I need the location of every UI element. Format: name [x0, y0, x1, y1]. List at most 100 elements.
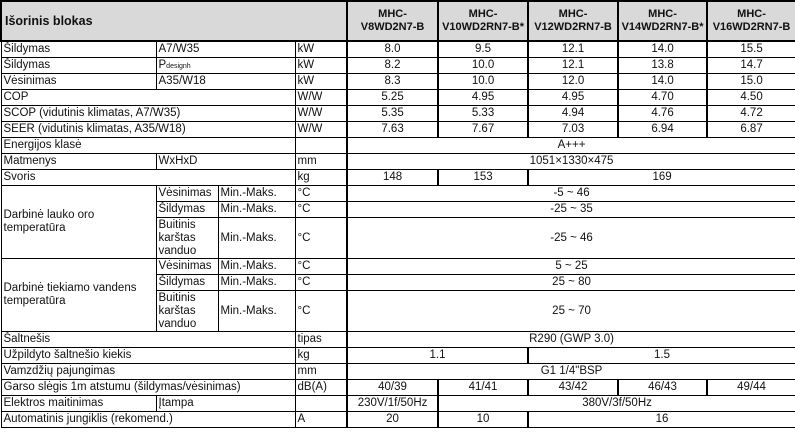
- cell-value: 14.0: [617, 40, 709, 58]
- row-label: Automatinis jungiklis (rekomend.): [0, 411, 296, 428]
- model-header: MHC- V14WD2RN7-B*: [617, 0, 709, 42]
- cell-value: 16: [527, 411, 795, 428]
- model-header: MHC- V12WD2RN7-B: [527, 0, 620, 42]
- cell-value: 5 ~ 25: [346, 258, 795, 275]
- sub-range: Min.-Maks.: [217, 274, 296, 291]
- sub-range: Min.-Maks.: [217, 258, 296, 275]
- cell-value: 10.0: [437, 57, 530, 74]
- table-row: Garso slėgis 1m atstumu (šildymas/vėsini…: [0, 379, 795, 396]
- cell-value: 4.70: [617, 89, 709, 106]
- cell-value: 10: [437, 411, 530, 428]
- row-unit: [294, 137, 348, 154]
- table-row: Užpildyto šaltnešio kiekis kg 1.1 1.5: [0, 347, 795, 364]
- sub-range: Min.-Maks.: [217, 201, 296, 218]
- row-label: Garso slėgis 1m atstumu (šildymas/vėsini…: [0, 379, 296, 396]
- cell-value: 1.5: [527, 347, 795, 364]
- cell-value: 49/44: [706, 379, 795, 396]
- table-row: Matmenys WxHxD mm 1051×1330×475: [0, 153, 795, 170]
- row-unit: °C: [294, 258, 348, 275]
- cell-value: 43/42: [527, 379, 620, 396]
- cell-value: 8.0: [346, 40, 440, 58]
- cell-value: 153: [437, 169, 530, 186]
- row-unit: A: [294, 411, 348, 428]
- row-label: Šaltnešis: [0, 331, 296, 348]
- cell-value: 41/41: [437, 379, 530, 396]
- model-header: MHC- V8WD2N7-B: [346, 0, 440, 42]
- cell-value: 4.95: [527, 89, 620, 106]
- cell-value: 12.1: [527, 57, 620, 74]
- row-unit: kg: [294, 347, 348, 364]
- cell-value: -5 ~ 46: [346, 185, 795, 202]
- spec-table: Išorinis blokas MHC- V8WD2N7-B MHC- V10W…: [0, 0, 795, 428]
- row-unit: kW: [294, 40, 348, 58]
- cell-value: 230V/1f/50Hz: [346, 395, 440, 412]
- cell-value: 1.1: [346, 347, 530, 364]
- cell-value: 148: [346, 169, 440, 186]
- sub-mode: Vėsinimas: [155, 258, 219, 275]
- table-row: Automatinis jungiklis (rekomend.) A 20 1…: [0, 411, 795, 428]
- table-row: Energijos klasė A+++: [0, 137, 795, 154]
- cell-value: 8.2: [346, 57, 440, 74]
- cell-value: 7.63: [346, 121, 440, 138]
- row-condition: Įtampa: [155, 395, 296, 412]
- row-unit: kW: [294, 73, 348, 90]
- table-row: SCOP (vidutinis klimatas, A7/W35) W/W 5.…: [0, 105, 795, 122]
- cell-value: R290 (GWP 3.0): [346, 331, 795, 348]
- table-row: Svoris kg 148 153 169: [0, 169, 795, 186]
- row-condition: A7/W35: [155, 40, 296, 58]
- row-unit: W/W: [294, 121, 348, 138]
- table-title: Išorinis blokas: [0, 0, 349, 42]
- row-unit: °C: [294, 217, 348, 259]
- row-condition: WxHxD: [155, 153, 296, 170]
- table-row: Šaltnešis tipas R290 (GWP 3.0): [0, 331, 795, 348]
- cell-value: 6.87: [706, 121, 795, 138]
- cell-value: -25 ~ 35: [346, 201, 795, 218]
- cell-value: 9.5: [437, 40, 530, 58]
- row-label: Užpildyto šaltnešio kiekis: [0, 347, 296, 364]
- cell-value: 8.3: [346, 73, 440, 90]
- cell-value: 380V/3f/50Hz: [437, 395, 795, 412]
- table-row: COP W/W 5.25 4.95 4.95 4.70 4.50: [0, 89, 795, 106]
- cell-value: 14.7: [706, 57, 795, 74]
- table-row: Vėsinimas A35/W18 kW 8.3 10.0 12.0 14.0 …: [0, 73, 795, 90]
- row-label: Matmenys: [0, 153, 157, 170]
- table-row: Šildymas Pdesignh kW 8.2 10.0 12.1 13.8 …: [0, 57, 795, 74]
- cell-value: 25 ~ 70: [346, 290, 795, 332]
- row-condition: Pdesignh: [155, 57, 296, 74]
- row-label: Vėsinimas: [0, 73, 157, 90]
- table-row: Elektros maitinimas Įtampa 230V/1f/50Hz …: [0, 395, 795, 412]
- row-label: Darbinė tiekiamo vandens temperatūra: [0, 258, 157, 332]
- table-row: Vamzdžių pajungimas mm G1 1/4"BSP: [0, 363, 795, 380]
- table-row: Buitinis karštas vanduo Min.-Maks. °C -2…: [1, 217, 795, 259]
- row-unit: °C: [294, 290, 348, 332]
- table-row: Šildymas A7/W35 kW 8.0 9.5 12.1 14.0 15.…: [0, 40, 795, 58]
- row-unit: W/W: [294, 105, 348, 122]
- table-row: Buitinis karštas vanduo Min.-Maks. °C 25…: [1, 290, 795, 332]
- sub-mode: Buitinis karštas vanduo: [155, 290, 219, 332]
- row-unit: [294, 395, 348, 412]
- cell-value: 12.0: [527, 73, 620, 90]
- row-label: SCOP (vidutinis klimatas, A7/W35): [0, 105, 296, 122]
- cell-value: 7.67: [437, 121, 530, 138]
- sub-mode: Šildymas: [155, 201, 219, 218]
- table-row: Darbinė tiekiamo vandens temperatūra Vės…: [0, 258, 795, 332]
- row-unit: °C: [294, 185, 348, 202]
- row-label: Darbinė lauko oro temperatūra: [0, 185, 157, 259]
- row-label: Vamzdžių pajungimas: [0, 363, 296, 380]
- cell-value: A+++: [346, 137, 795, 154]
- model-header: MHC- V16WD2RN7-B: [706, 0, 795, 42]
- row-label: Šildymas: [0, 40, 157, 58]
- row-label: Energijos klasė: [0, 137, 296, 154]
- cell-value: 4.50: [706, 89, 795, 106]
- cell-value: 14.0: [617, 73, 709, 90]
- row-unit: W/W: [294, 89, 348, 106]
- cell-value: 4.76: [617, 105, 709, 122]
- condition-sub: designh: [166, 62, 191, 70]
- row-label: COP: [0, 89, 296, 106]
- row-unit: mm: [294, 363, 348, 380]
- sub-range: Min.-Maks.: [217, 217, 296, 259]
- cell-value: 1051×1330×475: [346, 153, 795, 170]
- cell-value: 10.0: [437, 73, 530, 90]
- row-label: Svoris: [0, 169, 296, 186]
- cell-value: 4.94: [527, 105, 620, 122]
